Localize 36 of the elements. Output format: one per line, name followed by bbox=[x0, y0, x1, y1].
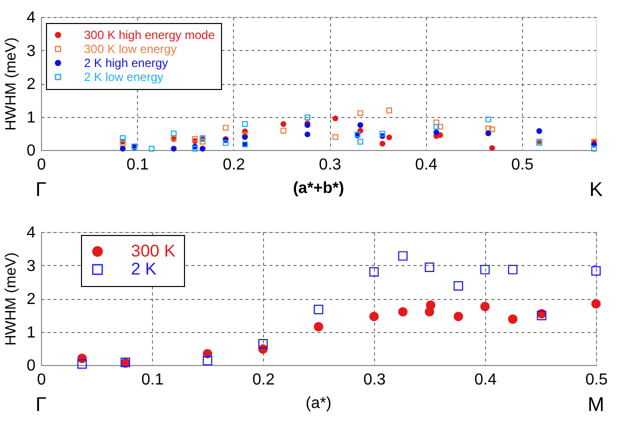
y-tick-label: 1 bbox=[26, 324, 36, 342]
y-tick-label: 2 bbox=[26, 291, 36, 308]
legend-label: 300 K high energy mode bbox=[84, 28, 216, 42]
x-tick-label: 0.4 bbox=[474, 372, 497, 388]
x-tick-label: 0.2 bbox=[222, 156, 246, 174]
x-tick-label: 0.5 bbox=[585, 372, 608, 388]
text: Γ bbox=[35, 179, 47, 201]
text: M bbox=[588, 394, 604, 416]
x-tick-label: 0.3 bbox=[318, 156, 342, 174]
y-tick-label: 0 bbox=[26, 358, 36, 374]
x-axis-title: (a*+b*) bbox=[292, 180, 344, 197]
text: K bbox=[589, 179, 604, 201]
x-tick-label: 0.1 bbox=[141, 372, 164, 388]
text: Γ bbox=[35, 394, 47, 416]
y-tick-label: 0 bbox=[26, 142, 36, 160]
x-axis-title: (a*) bbox=[306, 395, 332, 412]
x-tick-label: 0.4 bbox=[415, 156, 438, 174]
x-tick-label: 0.3 bbox=[363, 372, 386, 388]
y-tick-label: 3 bbox=[26, 258, 36, 275]
y-tick-label: 3 bbox=[26, 42, 36, 60]
y-axis-title: HWHM (meV) bbox=[2, 37, 20, 131]
y-tick-label: 4 bbox=[26, 224, 36, 242]
x-tick-label: 0.1 bbox=[126, 156, 149, 174]
x-tick-label: 0 bbox=[37, 372, 46, 388]
legend-label: 2 K high energy bbox=[84, 56, 168, 70]
y-tick-label: 1 bbox=[26, 109, 36, 126]
legend-label: 2 K low energy bbox=[84, 70, 164, 84]
x-tick-label: 0 bbox=[37, 156, 46, 174]
legend-label: 300 K bbox=[131, 242, 176, 260]
x-tick-label: 0.2 bbox=[252, 372, 275, 388]
x-tick-label: 0.5 bbox=[511, 156, 534, 174]
legend-label: 300 K low energy bbox=[84, 42, 177, 56]
y-tick-label: 4 bbox=[26, 10, 36, 26]
legend-label: 2 K bbox=[131, 260, 158, 278]
y-tick-label: 2 bbox=[26, 76, 36, 93]
y-axis-title: HWHM (meV) bbox=[2, 252, 20, 346]
